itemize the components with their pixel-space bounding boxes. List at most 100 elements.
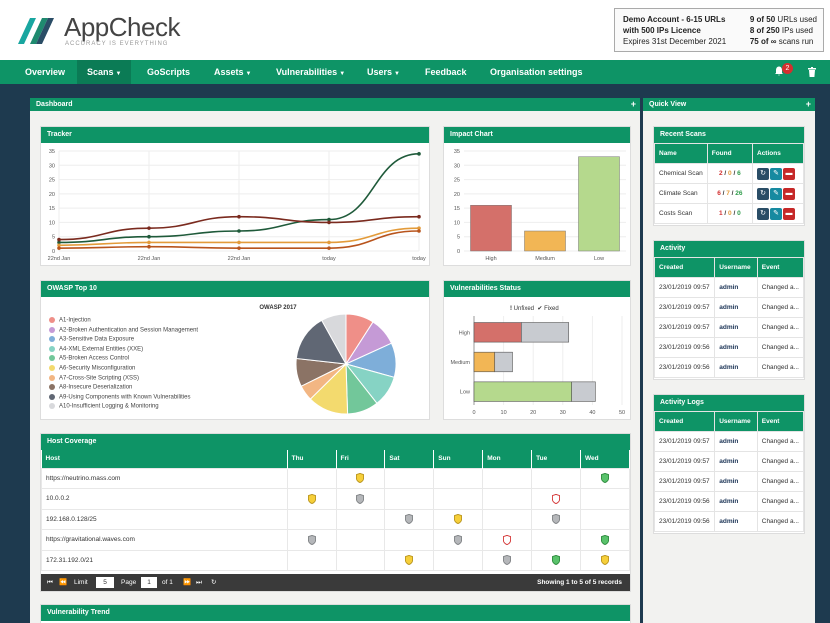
table-row[interactable]: 192.168.0.128/25 — [41, 508, 630, 530]
nav-users[interactable]: Users ▼ — [367, 60, 400, 84]
tracker-point[interactable] — [57, 243, 61, 248]
scan-name[interactable]: Costs Scan — [654, 203, 708, 224]
owasp-legend-item[interactable]: A3-Sensitive Data Exposure — [49, 336, 134, 343]
nav-goscripts[interactable]: GoScripts — [147, 67, 191, 77]
owasp-legend-item[interactable]: A4-XML External Entities (XXE) — [49, 345, 143, 352]
owasp-slice[interactable] — [321, 313, 347, 366]
tracker-point[interactable] — [237, 214, 241, 219]
trash-icon[interactable] — [808, 67, 816, 77]
nav-feedback[interactable]: Feedback — [425, 67, 467, 77]
col-sun[interactable]: Sun — [433, 450, 484, 468]
owasp-legend-item[interactable]: A1-Injection — [49, 317, 91, 324]
nav-scans[interactable]: Scans ▼ — [77, 60, 132, 84]
tracker-point[interactable] — [147, 244, 151, 249]
refresh-icon[interactable]: ↻ — [757, 207, 769, 220]
first-page-icon[interactable]: ⏮ — [47, 579, 53, 586]
scan-name[interactable]: Chemical Scan — [654, 163, 708, 184]
table-row[interactable]: 10.0.0.2 — [41, 488, 630, 510]
edit-icon[interactable]: ✎ — [770, 207, 782, 220]
table-row[interactable]: Climate Scan 6 / 7 / 26 ↻ ✎ ▬ — [654, 183, 804, 204]
page-input[interactable]: 1 — [141, 577, 157, 588]
shield-icon[interactable] — [503, 534, 512, 545]
shield-icon[interactable] — [356, 473, 365, 484]
refresh-icon[interactable]: ↻ — [211, 579, 217, 586]
table-row[interactable]: 23/01/2019 09:57 admin Changed a... — [653, 297, 805, 318]
col-created[interactable]: Created — [653, 411, 716, 432]
dashboard-add-button[interactable]: + — [630, 99, 636, 109]
vuln-bar-unfixed[interactable] — [473, 351, 496, 373]
limit-input[interactable]: 5 — [96, 577, 114, 588]
nav-vulnerabilities[interactable]: Vulnerabilities ▼ — [276, 60, 345, 84]
col-actions[interactable]: Actions — [752, 143, 804, 164]
col-mon[interactable]: Mon — [482, 450, 533, 468]
col-wed[interactable]: Wed — [580, 450, 630, 468]
username-cell[interactable]: admin — [714, 297, 758, 318]
scan-name[interactable]: Climate Scan — [654, 183, 708, 204]
refresh-icon[interactable]: ↻ — [757, 167, 769, 180]
edit-icon[interactable]: ✎ — [770, 187, 782, 200]
col-host[interactable]: Host — [41, 450, 288, 468]
nav-overview[interactable]: Overview — [25, 67, 66, 77]
table-row[interactable]: 23/01/2019 09:56 admin Changed a... — [653, 357, 805, 378]
vuln-bar-fixed[interactable] — [521, 322, 570, 343]
trash-icon[interactable]: ▬ — [783, 167, 795, 180]
tracker-point[interactable] — [417, 152, 421, 156]
shield-icon[interactable] — [503, 555, 512, 566]
username-cell[interactable]: admin — [714, 491, 758, 512]
trash-icon[interactable]: ▬ — [783, 207, 795, 220]
shield-icon[interactable] — [307, 493, 316, 504]
owasp-legend-item[interactable]: A8-Insecure Deserialization — [49, 384, 132, 391]
impact-bar[interactable] — [524, 230, 566, 252]
vuln-bar-fixed[interactable] — [571, 381, 596, 402]
tracker-point[interactable] — [237, 240, 241, 245]
shield-icon[interactable] — [552, 493, 561, 504]
owasp-legend-item[interactable]: A6-Security Misconfiguration — [49, 365, 135, 372]
vuln-bar-unfixed[interactable] — [473, 322, 522, 343]
username-cell[interactable]: admin — [714, 451, 758, 472]
table-row[interactable]: 23/01/2019 09:56 admin Changed a... — [653, 337, 805, 358]
brand-name[interactable]: AppCheck — [64, 12, 180, 42]
tracker-point[interactable] — [147, 226, 151, 230]
username-cell[interactable]: admin — [714, 337, 758, 358]
tracker-point[interactable] — [147, 240, 151, 245]
tracker-point[interactable] — [237, 246, 241, 250]
shield-icon[interactable] — [601, 534, 609, 545]
col-created[interactable]: Created — [653, 257, 716, 278]
tracker-point[interactable] — [57, 237, 61, 242]
table-row[interactable]: 23/01/2019 09:56 admin Changed a... — [653, 511, 805, 532]
col-fri[interactable]: Fri — [336, 450, 386, 468]
shield-icon[interactable] — [601, 473, 609, 484]
prev-page-icon[interactable]: ⏪ — [59, 579, 68, 586]
next-page-icon[interactable]: ⏩ — [183, 579, 192, 586]
refresh-icon[interactable]: ↻ — [757, 187, 769, 200]
col-username[interactable]: Username — [714, 411, 758, 432]
owasp-slice[interactable] — [295, 319, 347, 365]
tracker-point[interactable] — [147, 234, 151, 239]
col-sat[interactable]: Sat — [384, 450, 435, 468]
table-row[interactable]: 23/01/2019 09:57 admin Changed a... — [653, 431, 805, 452]
impact-bar[interactable] — [470, 205, 512, 252]
username-cell[interactable]: admin — [714, 317, 758, 338]
username-cell[interactable]: admin — [714, 277, 758, 298]
username-cell[interactable]: admin — [714, 511, 758, 532]
edit-icon[interactable]: ✎ — [770, 167, 782, 180]
table-row[interactable]: https://neutrino.mass.com — [41, 467, 630, 489]
shield-icon[interactable] — [405, 514, 414, 525]
tracker-point[interactable] — [237, 229, 241, 233]
col-username[interactable]: Username — [714, 257, 758, 278]
tracker-point[interactable] — [327, 240, 331, 245]
col-event[interactable]: Event — [756, 257, 805, 278]
col-event[interactable]: Event — [756, 411, 805, 432]
table-row[interactable]: https://gravitational.waves.com — [41, 529, 630, 551]
shield-icon[interactable] — [454, 514, 463, 525]
tracker-point[interactable] — [417, 214, 421, 219]
col-thu[interactable]: Thu — [287, 450, 337, 468]
bell-icon[interactable] — [774, 66, 784, 76]
nav-assets[interactable]: Assets ▼ — [214, 60, 251, 84]
trash-icon[interactable]: ▬ — [783, 187, 795, 200]
appcheck-logo-icon[interactable] — [16, 14, 60, 48]
shield-icon[interactable] — [552, 555, 561, 566]
nav-organisation-settings[interactable]: Organisation settings — [490, 67, 583, 77]
shield-icon[interactable] — [405, 555, 414, 566]
table-row[interactable]: 23/01/2019 09:57 admin Changed a... — [653, 317, 805, 338]
